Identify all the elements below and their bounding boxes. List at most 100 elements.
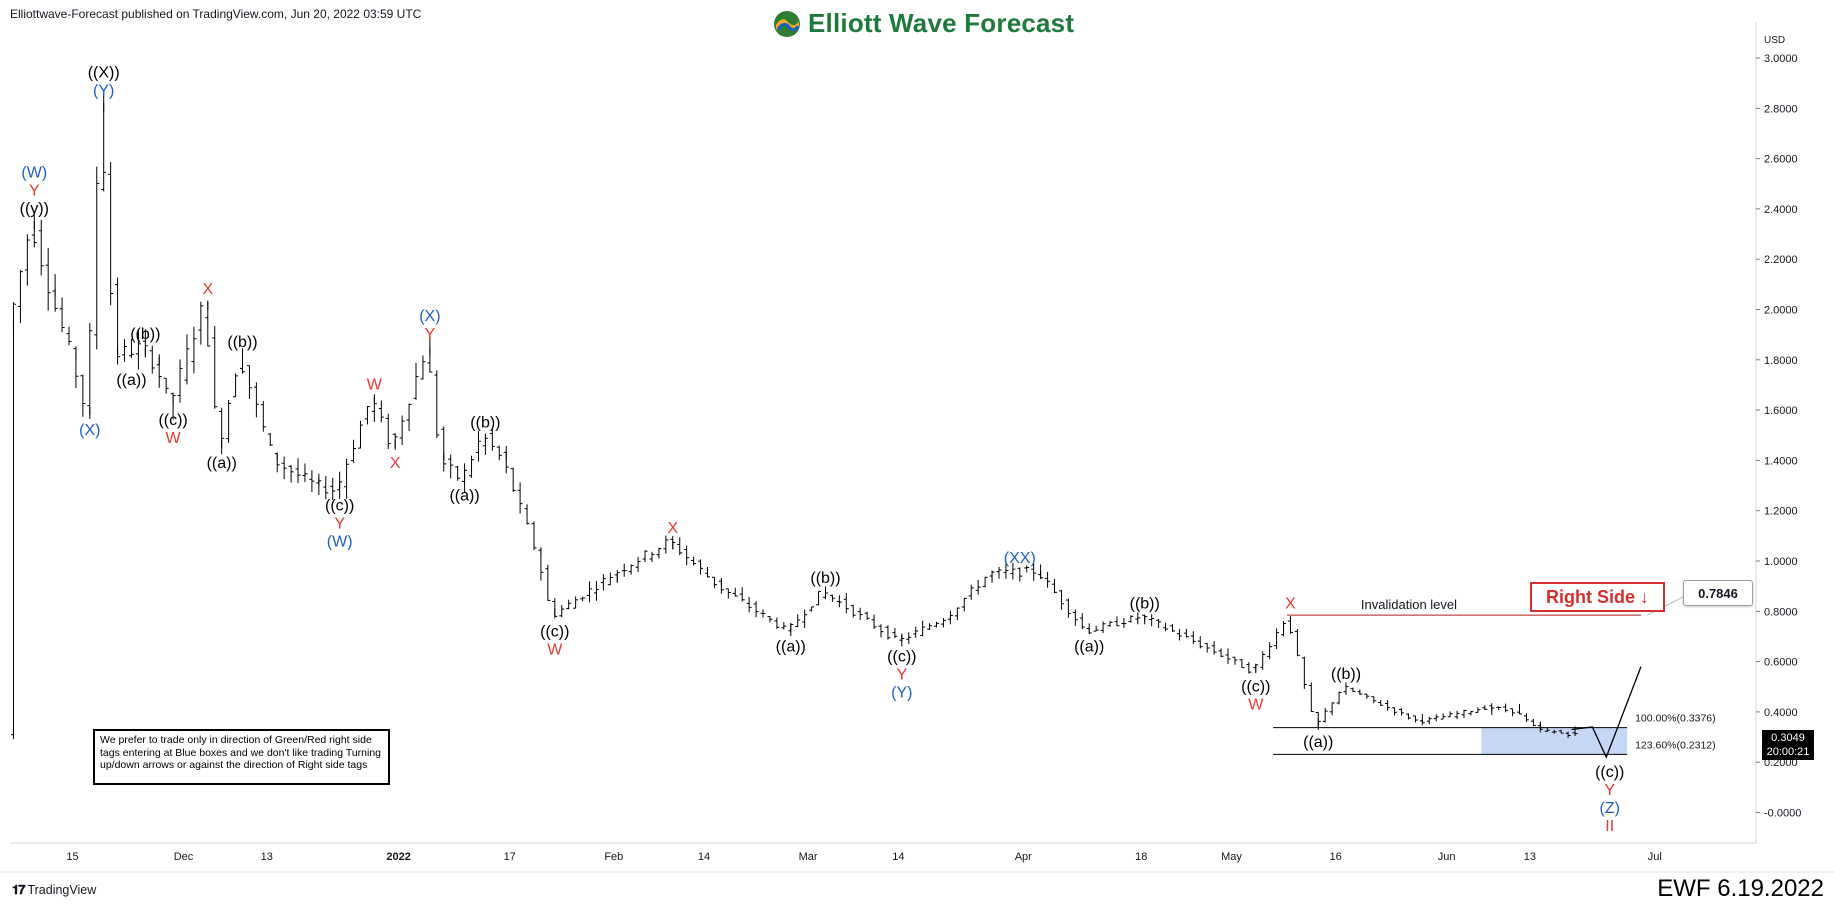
ohlc-bar <box>212 326 218 409</box>
ohlc-bar <box>1163 622 1169 632</box>
wave-label: (XX) <box>1004 550 1036 567</box>
wave-label: ((b)) <box>810 570 840 587</box>
ohlc-bar <box>906 632 912 644</box>
tradingview-logo[interactable]: 𝟏𝟕 TradingView <box>12 882 96 898</box>
wave-label-text: W <box>367 377 383 394</box>
wave-label-text: ((b)) <box>810 570 840 587</box>
wave-label-text: (Z) <box>1600 800 1620 817</box>
ohlc-bar <box>621 563 627 577</box>
ohlc-bar <box>226 400 232 443</box>
publisher-line: Elliottwave-Forecast published on Tradin… <box>10 7 422 21</box>
ohlc-bar <box>1440 713 1446 720</box>
ohlc-bar <box>1031 563 1037 581</box>
x-tick-label: 13 <box>1524 851 1536 863</box>
axes: USD 3.0000 2.8000 2.6000 2.4000 2.2000 2.0000 1… <box>0 22 1834 873</box>
date-stamp: EWF 6.19.2022 <box>1657 875 1824 902</box>
ohlc-bar <box>351 439 357 463</box>
ohlc-bar <box>1232 656 1238 665</box>
wave-label: X <box>390 455 401 472</box>
ohlc-bar <box>177 359 183 403</box>
ohlc-bar <box>108 161 114 306</box>
ohlc-bar <box>1135 612 1141 625</box>
ohlc-bar <box>864 611 870 620</box>
ohlc-bar <box>135 329 141 370</box>
ohlc-bar <box>711 576 717 589</box>
ohlc-bar <box>323 476 329 500</box>
wave-label: ((b)) <box>470 414 500 431</box>
ohlc-bar <box>1426 716 1432 725</box>
wave-label-text: Y <box>896 666 907 683</box>
ohlc-bar <box>170 392 176 420</box>
x-tick-label: Apr <box>1015 851 1032 863</box>
ohlc-bar <box>45 247 51 311</box>
ohlc-bar <box>795 614 801 628</box>
ohlc-bar <box>1357 689 1363 695</box>
y-tick-label: 2.2000 <box>1764 254 1798 266</box>
ohlc-bar <box>1371 696 1377 704</box>
ohlc-bar <box>1190 631 1196 644</box>
y-tick-label: 0.8000 <box>1764 606 1798 618</box>
wave-label-text: ((a)) <box>776 638 806 655</box>
tradingview-label: TradingView <box>27 883 97 897</box>
ohlc-bar <box>198 301 204 345</box>
ohlc-bar <box>420 355 426 380</box>
wave-logo-icon <box>774 10 800 37</box>
ohlc-bar <box>260 401 266 432</box>
ohlc-bar <box>1176 629 1182 641</box>
brand-logo: Elliott Wave Forecast <box>772 8 1074 39</box>
wave-label-text: W <box>166 430 182 447</box>
ohlc-bar <box>1405 713 1411 720</box>
x-tick-label: 13 <box>261 851 273 863</box>
y-tick-label: 0.6000 <box>1764 657 1798 669</box>
wave-label: ((a)) <box>1074 638 1104 655</box>
wave-label-text: ((c)) <box>1595 764 1624 781</box>
ohlc-bar <box>843 593 849 614</box>
x-tick-label: 18 <box>1135 851 1147 863</box>
ohlc-bar <box>455 465 461 481</box>
y-tick-label: 1.8000 <box>1764 355 1798 367</box>
wave-label: ((a)) <box>776 638 806 655</box>
ohlc-bar <box>1079 613 1085 630</box>
wave-label-text: (X) <box>419 308 440 325</box>
ohlc-bar <box>1239 659 1245 669</box>
ohlc-bar <box>122 339 128 362</box>
x-tick-label: Dec <box>174 851 194 863</box>
ohlc-bar <box>87 322 93 420</box>
ohlc-bar <box>517 482 523 514</box>
x-tick-label: May <box>1221 851 1242 863</box>
ohlc-bar <box>1496 706 1502 711</box>
ohlc-bar <box>1454 710 1460 720</box>
wave-label-text: X <box>390 455 401 472</box>
ohlc-bar <box>704 566 710 578</box>
ohlc-bar <box>406 403 412 431</box>
ohlc-bar <box>1267 642 1273 660</box>
ohlc-bar <box>1301 656 1307 689</box>
ohlc-bar <box>1412 715 1418 723</box>
ohlc-bar <box>663 535 669 554</box>
ohlc-bar <box>496 445 502 461</box>
ohlc-bar <box>309 470 315 492</box>
wave-label: ((c))Y(Y) <box>887 648 916 701</box>
ohlc-bar <box>1461 709 1467 718</box>
ohlc-bar <box>580 596 586 602</box>
wave-label-text: ((b)) <box>227 334 257 351</box>
x-tick-label: 15 <box>66 851 78 863</box>
ohlc-bar <box>1468 710 1474 716</box>
ohlc-bar <box>267 433 273 446</box>
brand-name: Elliott Wave Forecast <box>808 8 1075 38</box>
y-tick-label: 1.6000 <box>1764 405 1798 417</box>
wave-label: ((a)) <box>207 455 237 472</box>
wave-label-text: X <box>667 520 678 537</box>
ohlc-bar <box>684 545 690 566</box>
ohlc-bar <box>434 370 440 439</box>
ohlc-bar <box>59 297 65 333</box>
ohlc-bar <box>940 618 946 628</box>
ohlc-bar <box>642 550 648 563</box>
ohlc-bar <box>628 564 634 575</box>
ohlc-bar <box>1107 620 1113 627</box>
wave-label-text: (W) <box>327 534 353 551</box>
y-tick-label: 2.8000 <box>1764 103 1798 115</box>
wave-label: ((c))Y(Z)II <box>1595 764 1624 835</box>
ohlc-bar <box>587 581 593 603</box>
